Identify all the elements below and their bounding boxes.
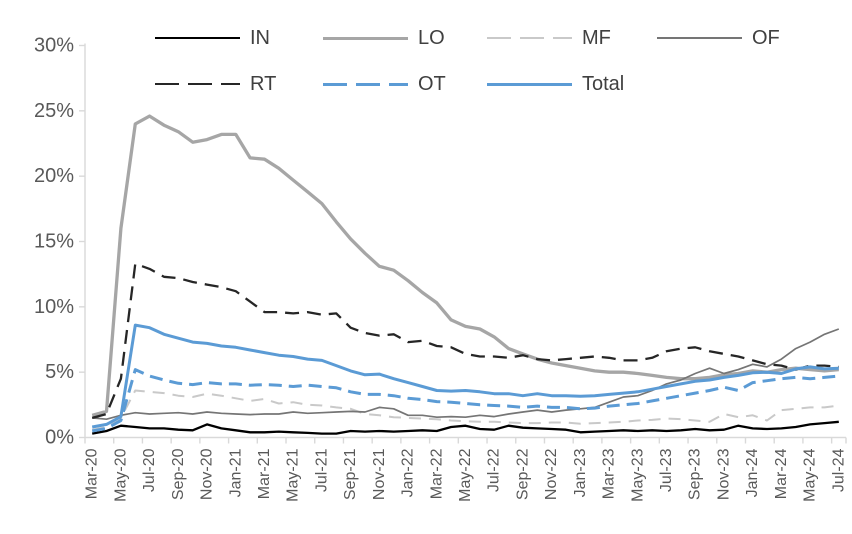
x-axis-label: Jul-21 [313, 448, 330, 492]
legend-label-ot: OT [418, 73, 446, 95]
x-axis-label: Jul-24 [830, 448, 847, 492]
y-axis-label: 0% [45, 427, 74, 449]
x-axis-label: Mar-21 [256, 448, 273, 499]
legend-item-mf: MF [487, 26, 611, 50]
legend-label-of: OF [752, 27, 780, 49]
legend-item-rt: RT [155, 72, 276, 96]
series-line-of [92, 328, 840, 421]
series-line-mf [92, 389, 839, 431]
legend-item-in: IN [155, 26, 270, 50]
legend-label-total: Total [582, 73, 625, 95]
x-axis-label: Mar-20 [84, 448, 101, 499]
x-axis-label: Mar-23 [601, 448, 618, 499]
series-line-ot [91, 368, 839, 433]
legend-item-of: OF [657, 26, 780, 50]
series-line-lo [91, 114, 839, 417]
legend-line-rt [155, 83, 240, 85]
legend-item-total: Total [487, 72, 624, 96]
legend-line-total [487, 82, 572, 86]
x-axis-label: May-21 [285, 448, 302, 501]
x-axis-label: Nov-22 [543, 448, 560, 500]
x-axis-label: Jan-21 [227, 448, 244, 497]
legend-line-lo [323, 36, 408, 40]
x-axis-label: Sep-23 [687, 448, 704, 500]
y-axis-label: 25% [34, 100, 74, 122]
x-axis-label: Sep-20 [170, 448, 187, 500]
x-axis-label: Jan-23 [572, 448, 589, 497]
x-axis-label: May-24 [802, 448, 819, 501]
legend-line-ot [323, 82, 408, 86]
series-line-rt [91, 262, 839, 420]
x-axis-label: Jan-24 [744, 448, 761, 497]
x-axis-label: Nov-20 [199, 448, 216, 500]
x-axis-label: Jul-22 [486, 448, 503, 492]
x-axis-label: Jul-23 [658, 448, 675, 492]
legend-item-ot: OT [323, 72, 446, 96]
series-line-in [91, 420, 839, 435]
series-line-total [91, 323, 839, 429]
legend-item-lo: LO [323, 26, 445, 50]
y-axis-label: 15% [34, 231, 74, 253]
x-axis-label: May-23 [629, 448, 646, 501]
y-axis-label: 5% [45, 361, 74, 383]
x-axis-label: Mar-24 [773, 448, 790, 499]
x-axis-label: Sep-22 [514, 448, 531, 500]
x-axis-label: Nov-21 [371, 448, 388, 500]
x-axis-label: May-22 [457, 448, 474, 501]
legend-line-in [155, 37, 240, 39]
x-axis-label: Jul-20 [141, 448, 158, 492]
x-axis-label: May-20 [112, 448, 129, 501]
x-axis-label: Nov-23 [715, 448, 732, 500]
legend-label-lo: LO [418, 27, 445, 49]
legend-label-rt: RT [250, 73, 277, 95]
x-axis-label: Mar-22 [428, 448, 445, 499]
legend-label-mf: MF [582, 27, 611, 49]
y-axis-label: 10% [34, 296, 74, 318]
x-axis-label: Sep-21 [342, 448, 359, 500]
y-axis-label: 20% [34, 165, 74, 187]
x-axis-label: Jan-22 [400, 448, 417, 497]
legend-label-in: IN [250, 27, 270, 49]
legend-line-of [657, 37, 742, 39]
y-axis-label: 30% [34, 35, 74, 57]
legend-line-mf [487, 37, 572, 39]
